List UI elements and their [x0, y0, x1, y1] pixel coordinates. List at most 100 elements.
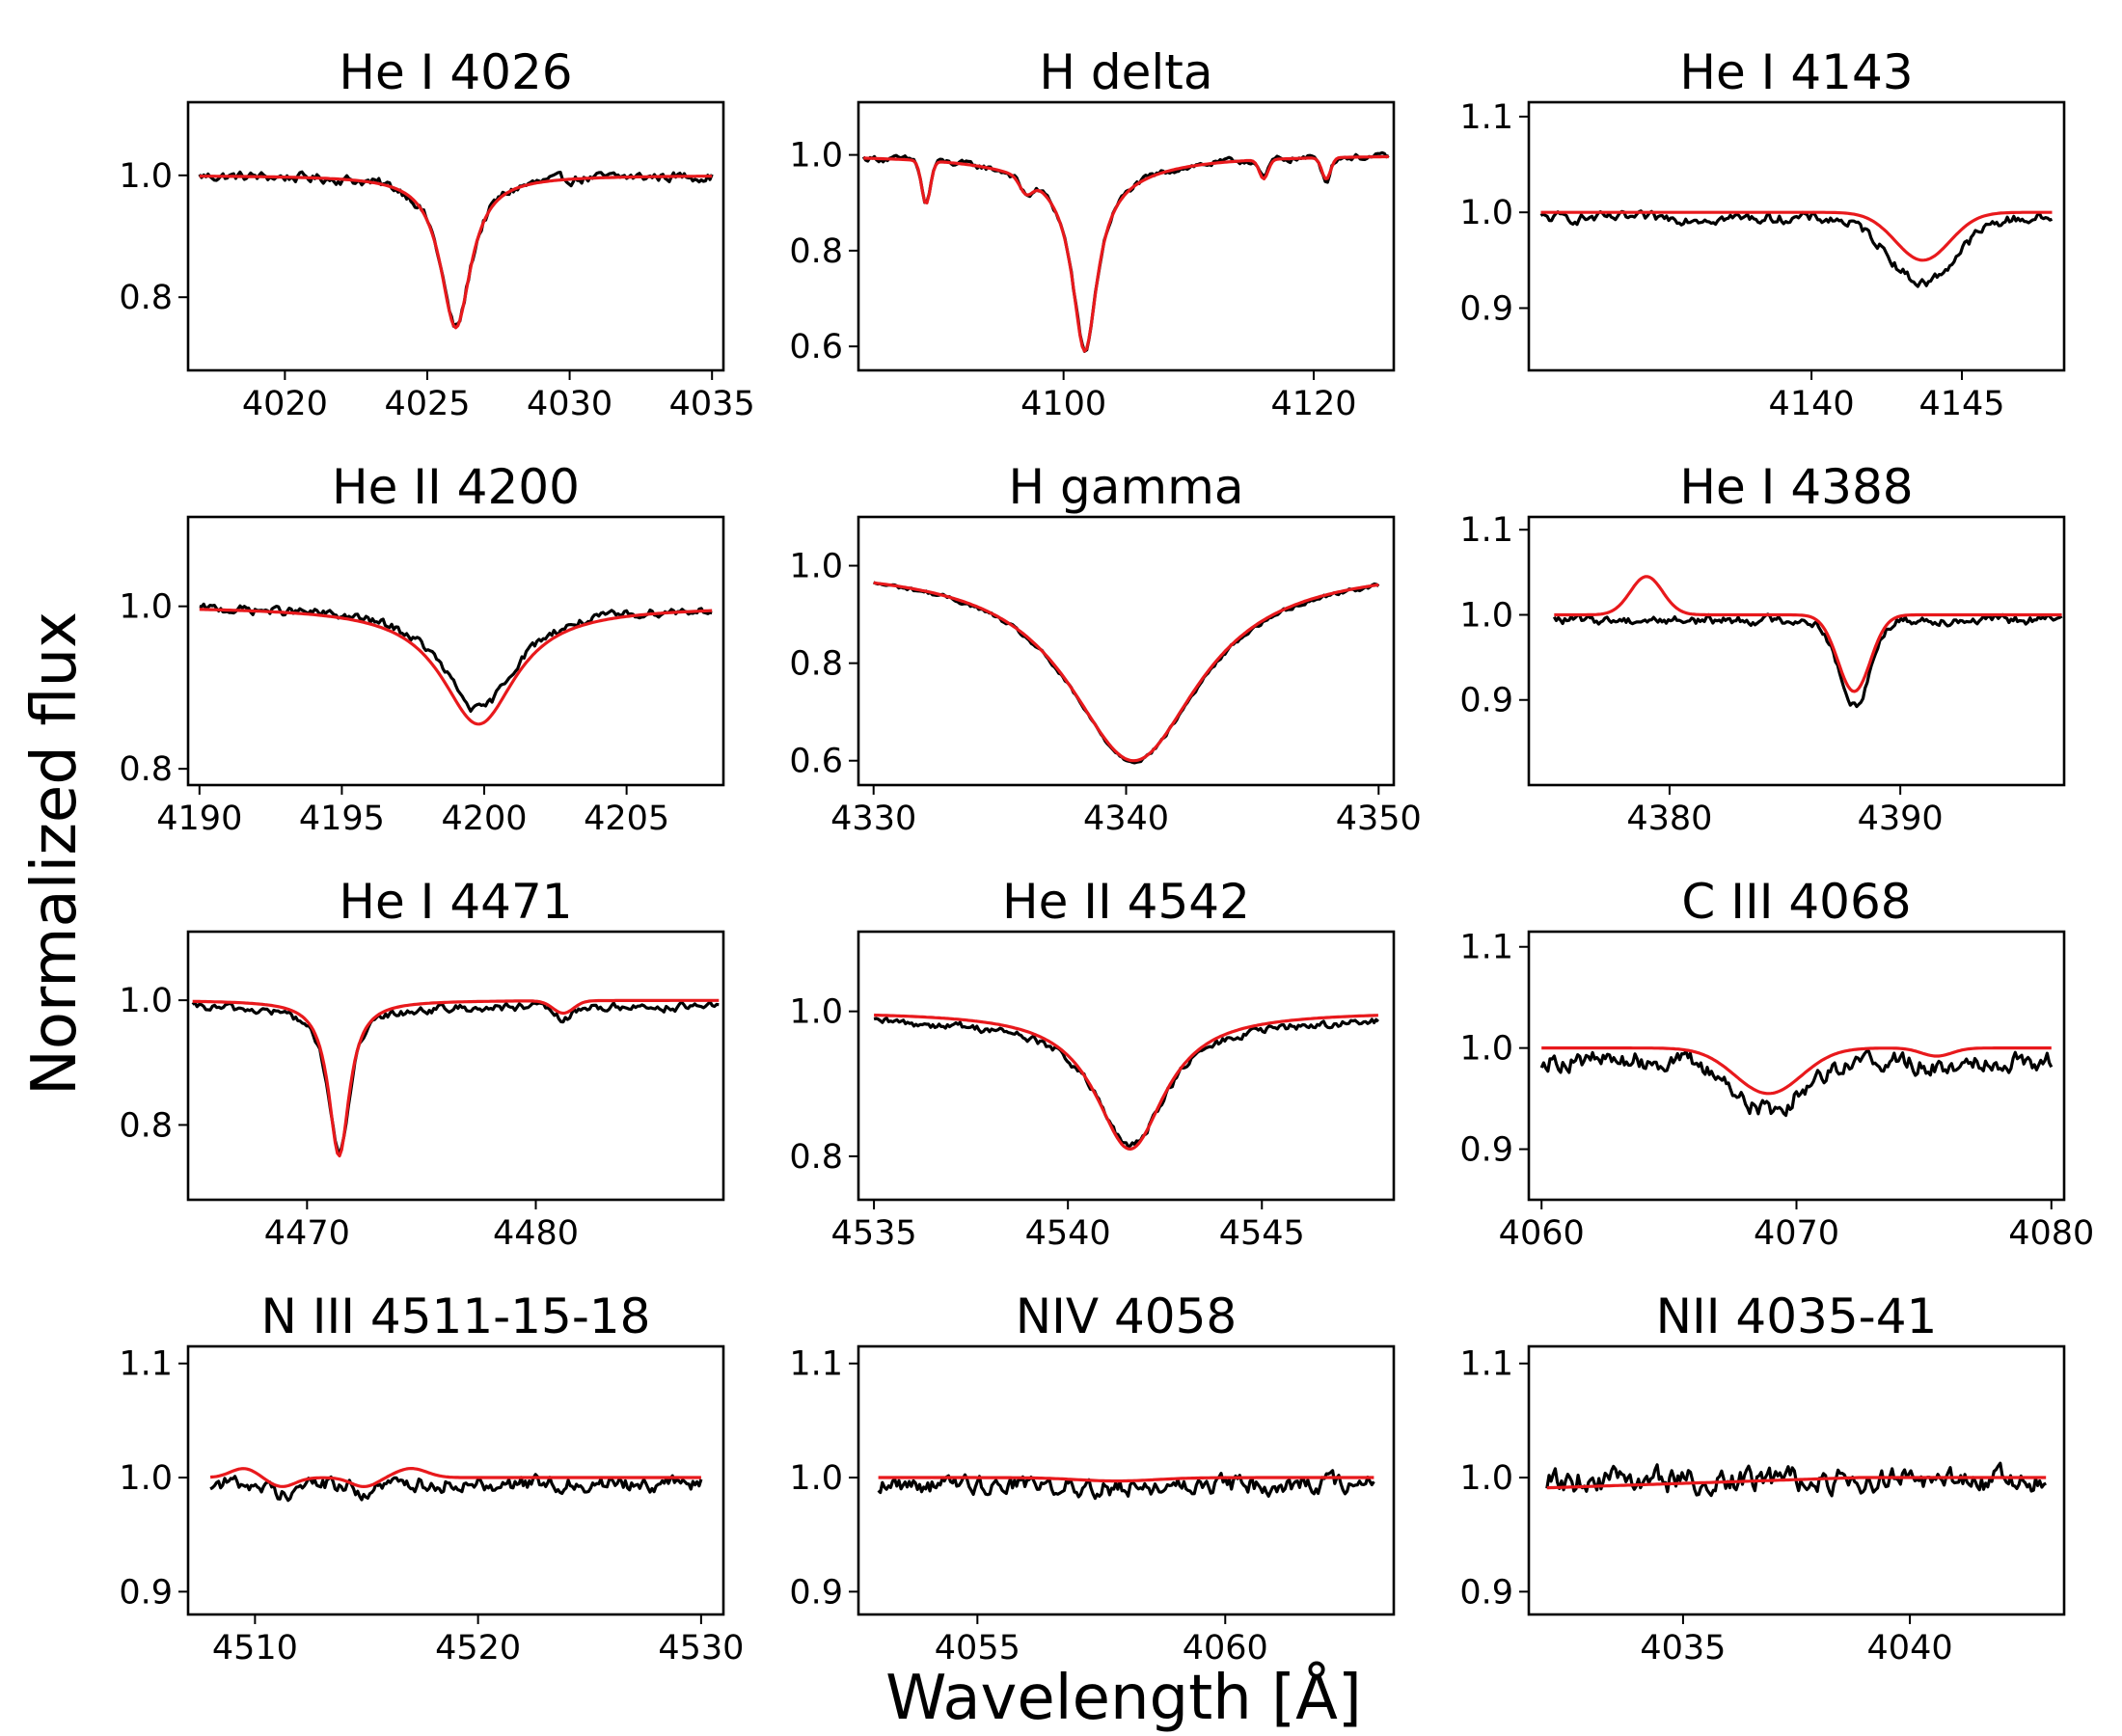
x-tick-label: 4340: [1083, 800, 1169, 838]
x-tick-label: 4145: [1918, 385, 2004, 423]
y-tick-label: 1.0: [1459, 1030, 1513, 1069]
x-tick-label: 4140: [1769, 385, 1855, 423]
axes-frame: [186, 100, 725, 372]
y-tick-label: 0.8: [789, 645, 843, 684]
x-tick-label: 4120: [1270, 385, 1356, 423]
y-tick-label: 1.0: [119, 157, 173, 196]
x-tick-label: 4350: [1336, 800, 1422, 838]
x-tick-label: 4035: [1640, 1629, 1726, 1668]
panel-title: C III 4068: [1681, 874, 1911, 930]
x-tick-label: 4545: [1219, 1214, 1305, 1253]
panel-4: H gamma 4330 4340 4350 0.6 0.8 1.0: [789, 459, 1422, 838]
y-tick-label: 0.8: [789, 1138, 843, 1177]
y-tick-label: 0.8: [119, 279, 173, 317]
panel-0: He I 4026 4020 4025 4030 4035 0.8 1.0: [119, 44, 754, 423]
observed-spectrum-line: [1539, 209, 2054, 288]
y-tick-label: 1.0: [1459, 194, 1513, 232]
y-tick-label: 1.0: [119, 1459, 173, 1498]
x-tick-label: 4060: [1183, 1629, 1268, 1668]
panel-1: H delta 4100 4120 0.6 0.8 1.0: [789, 44, 1396, 423]
y-tick-label: 1.0: [1459, 596, 1513, 635]
model-spectrum-line: [1546, 1476, 2047, 1490]
observed-spectrum-line: [861, 150, 1390, 353]
x-tick-label: 4055: [935, 1629, 1020, 1668]
y-tick-label: 1.1: [1459, 929, 1513, 967]
model-spectrum-line: [863, 154, 1389, 353]
x-tick-label: 4100: [1020, 385, 1106, 423]
model-spectrum-line: [1540, 210, 2053, 262]
observed-spectrum-line: [191, 1000, 720, 1157]
observed-spectrum-line: [1545, 1461, 2047, 1498]
panel-title: He I 4471: [339, 874, 572, 930]
panel-title: NII 4035-41: [1656, 1288, 1938, 1344]
y-tick-label: 0.8: [789, 232, 843, 271]
axes-frame: [1527, 515, 2066, 787]
model-spectrum-line: [1554, 575, 2062, 693]
y-tick-label: 0.6: [789, 328, 843, 366]
y-tick-label: 0.9: [1459, 289, 1513, 328]
y-tick-label: 0.9: [119, 1573, 173, 1612]
panel-11: NII 4035-41 4035 4040 0.9 1.0 1.1: [1459, 1288, 2066, 1668]
y-tick-label: 0.8: [119, 750, 173, 789]
model-spectrum-line: [199, 175, 713, 330]
observed-spectrum-line: [877, 1469, 1375, 1501]
model-spectrum-line: [1541, 1045, 2052, 1096]
y-tick-label: 0.6: [789, 743, 843, 781]
panel-title: N III 4511-15-18: [260, 1288, 650, 1344]
x-tick-label: 4070: [1754, 1214, 1839, 1253]
panel-title: He II 4542: [1002, 874, 1250, 930]
model-spectrum-line: [199, 608, 713, 726]
panel-10: NIV 4058 4055 4060 0.9 1.0 1.1: [789, 1288, 1396, 1668]
panel-5: He I 4388 4380 4390 0.9 1.0 1.1: [1459, 459, 2066, 838]
y-tick-label: 0.9: [1459, 682, 1513, 720]
y-tick-label: 1.0: [119, 982, 173, 1020]
panel-title: H delta: [1039, 44, 1212, 100]
model-spectrum-line: [209, 1466, 701, 1489]
panel-3: He II 4200 4190 4195 4200 4205 0.8 1.0: [119, 459, 725, 838]
x-tick-label: 4480: [493, 1214, 579, 1253]
y-axis-label: Normalized flux: [19, 611, 91, 1096]
y-tick-label: 1.1: [119, 1345, 173, 1384]
axes-frame: [1527, 1344, 2066, 1616]
panel-title: NIV 4058: [1016, 1288, 1238, 1344]
observed-spectrum-line: [1539, 1049, 2054, 1118]
y-tick-label: 1.1: [1459, 511, 1513, 550]
panel-6: He I 4471 4470 4480 0.8 1.0: [119, 874, 725, 1253]
x-tick-label: 4195: [299, 800, 385, 838]
panel-title: He II 4200: [332, 459, 580, 515]
y-tick-label: 1.0: [789, 548, 843, 586]
model-spectrum-line: [873, 581, 1379, 763]
y-tick-label: 1.0: [789, 1459, 843, 1498]
x-tick-label: 4510: [212, 1629, 298, 1668]
x-tick-label: 4330: [830, 800, 916, 838]
y-tick-label: 0.9: [1459, 1131, 1513, 1170]
axes-frame: [857, 515, 1396, 787]
x-tick-label: 4030: [527, 385, 612, 423]
panel-title: He I 4026: [339, 44, 572, 100]
y-tick-label: 1.1: [1459, 98, 1513, 137]
x-tick-label: 4530: [658, 1629, 744, 1668]
axes-frame: [857, 100, 1396, 372]
y-tick-label: 0.9: [789, 1573, 843, 1612]
x-tick-label: 4390: [1858, 800, 1944, 838]
x-tick-label: 4080: [2008, 1214, 2094, 1253]
y-tick-label: 1.0: [1459, 1459, 1513, 1498]
panel-2: He I 4143 4140 4145 0.9 1.0 1.1: [1459, 44, 2066, 423]
model-spectrum-line: [192, 998, 720, 1158]
axes-frame: [1527, 100, 2066, 372]
y-tick-label: 1.0: [789, 993, 843, 1032]
model-spectrum-line: [874, 1013, 1378, 1152]
x-tick-label: 4060: [1499, 1214, 1585, 1253]
x-tick-label: 4190: [156, 800, 242, 838]
panel-title: He I 4388: [1679, 459, 1913, 515]
axes-frame: [857, 1344, 1396, 1616]
y-tick-label: 1.0: [119, 588, 173, 627]
panel-title: He I 4143: [1679, 44, 1913, 100]
axes-frame: [1527, 930, 2066, 1202]
panel-9: N III 4511-15-18 4510 4520 4530 0.9 1.0 1.1: [119, 1288, 744, 1668]
x-tick-label: 4025: [384, 385, 470, 423]
observed-spectrum-line: [872, 581, 1380, 765]
x-tick-label: 4540: [1025, 1214, 1111, 1253]
y-tick-label: 1.1: [789, 1345, 843, 1384]
x-tick-label: 4520: [435, 1629, 521, 1668]
